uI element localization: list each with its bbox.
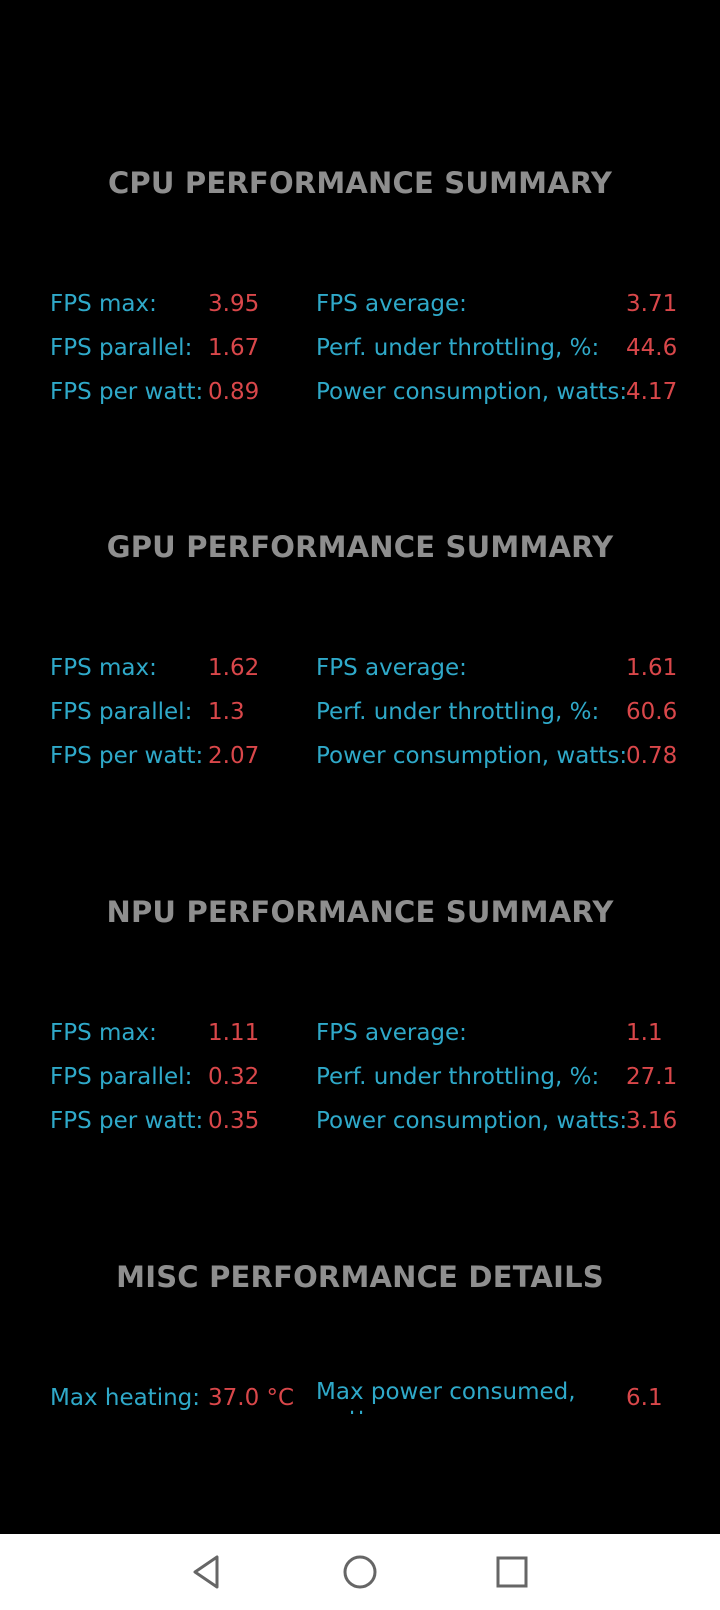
back-triangle-icon xyxy=(193,1555,219,1589)
stat-label: FPS per watt: xyxy=(50,379,204,405)
stat-label: Max power consumed, watts: xyxy=(316,1379,576,1414)
stat-label: Max heating: xyxy=(50,1385,201,1411)
recents-button[interactable] xyxy=(492,1552,532,1592)
stat-row: FPS max: 3.95 FPS average: 3.71 xyxy=(0,284,720,324)
stat-value: 6.1 xyxy=(626,1385,663,1411)
recents-square-icon xyxy=(496,1556,528,1588)
back-button[interactable] xyxy=(187,1552,227,1592)
section-title: MISC PERFORMANCE DETAILS xyxy=(116,1260,604,1294)
stat-label: Power consumption, watts: xyxy=(316,1108,628,1134)
section-title: NPU PERFORMANCE SUMMARY xyxy=(106,895,614,929)
stat-value: 3.16 xyxy=(626,1108,678,1134)
stat-label: FPS per watt: xyxy=(50,743,204,769)
stat-row: FPS per watt: 0.89 Power consumption, wa… xyxy=(0,372,720,412)
stat-value: 1.11 xyxy=(208,1020,260,1046)
stat-value: 0.78 xyxy=(626,743,678,769)
stat-row: FPS per watt: 0.35 Power consumption, wa… xyxy=(0,1101,720,1141)
section-title: GPU PERFORMANCE SUMMARY xyxy=(106,530,614,564)
stat-value: 0.89 xyxy=(208,379,260,405)
stat-label: Perf. under throttling, %: xyxy=(316,335,600,361)
stat-label: FPS per watt: xyxy=(50,1108,204,1134)
stat-row: FPS max: 1.11 FPS average: 1.1 xyxy=(0,1013,720,1053)
stat-label: FPS average: xyxy=(316,1020,467,1046)
stat-value: 27.1 xyxy=(626,1064,678,1090)
stat-value: 60.6 xyxy=(626,699,678,725)
stat-label: Perf. under throttling, %: xyxy=(316,699,600,725)
stat-label: FPS max: xyxy=(50,291,157,317)
stat-value: 44.6 xyxy=(626,335,678,361)
home-circle-icon xyxy=(343,1555,377,1589)
stat-value: 1.1 xyxy=(626,1020,663,1046)
stat-value: 3.95 xyxy=(208,291,260,317)
section-title: CPU PERFORMANCE SUMMARY xyxy=(107,166,613,200)
stat-label: Power consumption, watts: xyxy=(316,743,628,769)
stat-label: FPS average: xyxy=(316,291,467,317)
stat-label: FPS average: xyxy=(316,655,467,681)
stat-value: 1.62 xyxy=(208,655,260,681)
home-button[interactable] xyxy=(340,1552,380,1592)
stat-label: Perf. under throttling, %: xyxy=(316,1064,600,1090)
stat-label: Power consumption, watts: xyxy=(316,379,628,405)
stat-label: FPS max: xyxy=(50,655,157,681)
stat-label: FPS parallel: xyxy=(50,699,193,725)
stat-value: 1.61 xyxy=(626,655,678,681)
stat-label: FPS parallel: xyxy=(50,1064,193,1090)
stat-value: 2.07 xyxy=(208,743,260,769)
stat-label: FPS parallel: xyxy=(50,335,193,361)
stat-value: 1.67 xyxy=(208,335,260,361)
stat-value: 0.35 xyxy=(208,1108,260,1134)
stat-value: 4.17 xyxy=(626,379,678,405)
system-navigation-bar xyxy=(0,1534,720,1610)
stat-value: 1.3 xyxy=(208,699,245,725)
stat-row: FPS parallel: 1.67 Perf. under throttlin… xyxy=(0,328,720,368)
stat-value: 3.71 xyxy=(626,291,678,317)
stat-row: FPS per watt: 2.07 Power consumption, wa… xyxy=(0,736,720,776)
stat-value: 0.32 xyxy=(208,1064,260,1090)
stat-row: Max heating: 37.0 °C Max power consumed,… xyxy=(0,1378,720,1418)
stat-row: FPS parallel: 1.3 Perf. under throttling… xyxy=(0,692,720,732)
stat-label: FPS max: xyxy=(50,1020,157,1046)
stat-value: 37.0 °C xyxy=(208,1385,295,1411)
stat-row: FPS parallel: 0.32 Perf. under throttlin… xyxy=(0,1057,720,1097)
stat-row: FPS max: 1.62 FPS average: 1.61 xyxy=(0,648,720,688)
